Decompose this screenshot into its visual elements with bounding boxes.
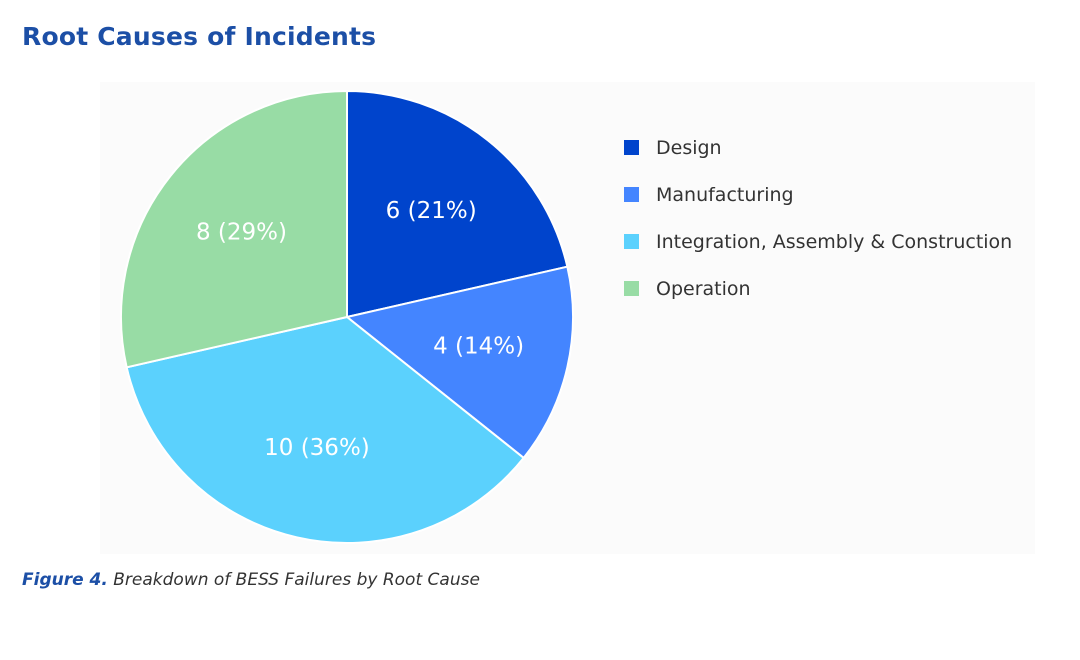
legend-swatch: [624, 187, 639, 202]
pie-slices: [120, 90, 574, 544]
legend-label: Integration, Assembly & Construction: [656, 230, 1013, 253]
pie-slice-design: [346, 90, 569, 318]
legend-item-operation: Operation: [624, 265, 1012, 312]
legend-label: Manufacturing: [656, 183, 794, 206]
pie-slice-integration: [125, 316, 525, 544]
legend-item-design: Design: [624, 124, 1012, 171]
figure-number: Figure 4.: [22, 570, 108, 590]
pie-slice-label-manufacturing: 4 (14%): [433, 334, 524, 360]
legend-swatch: [624, 140, 639, 155]
legend-item-integration: Integration, Assembly & Construction: [624, 218, 1012, 265]
pie-slice-label-integration: 10 (36%): [264, 435, 370, 461]
figure-caption: Figure 4. Breakdown of BESS Failures by …: [22, 570, 480, 590]
legend: Design Manufacturing Integration, Assemb…: [624, 124, 1012, 312]
legend-label: Operation: [656, 277, 751, 300]
pie-slice-label-operation: 8 (29%): [196, 219, 287, 245]
figure-caption-text: Breakdown of BESS Failures by Root Cause: [107, 570, 480, 590]
legend-swatch: [624, 234, 639, 249]
legend-item-manufacturing: Manufacturing: [624, 171, 1012, 218]
pie-slice-manufacturing: [346, 265, 574, 459]
legend-label: Design: [656, 136, 722, 159]
pie-slice-labels: 6 (21%) 4 (14%) 10 (36%) 8 (29%): [196, 198, 524, 461]
pie-slice-operation: [120, 90, 348, 369]
chart-title: Root Causes of Incidents: [22, 22, 377, 51]
legend-swatch: [624, 281, 639, 296]
pie-slice-label-design: 6 (21%): [386, 198, 477, 224]
